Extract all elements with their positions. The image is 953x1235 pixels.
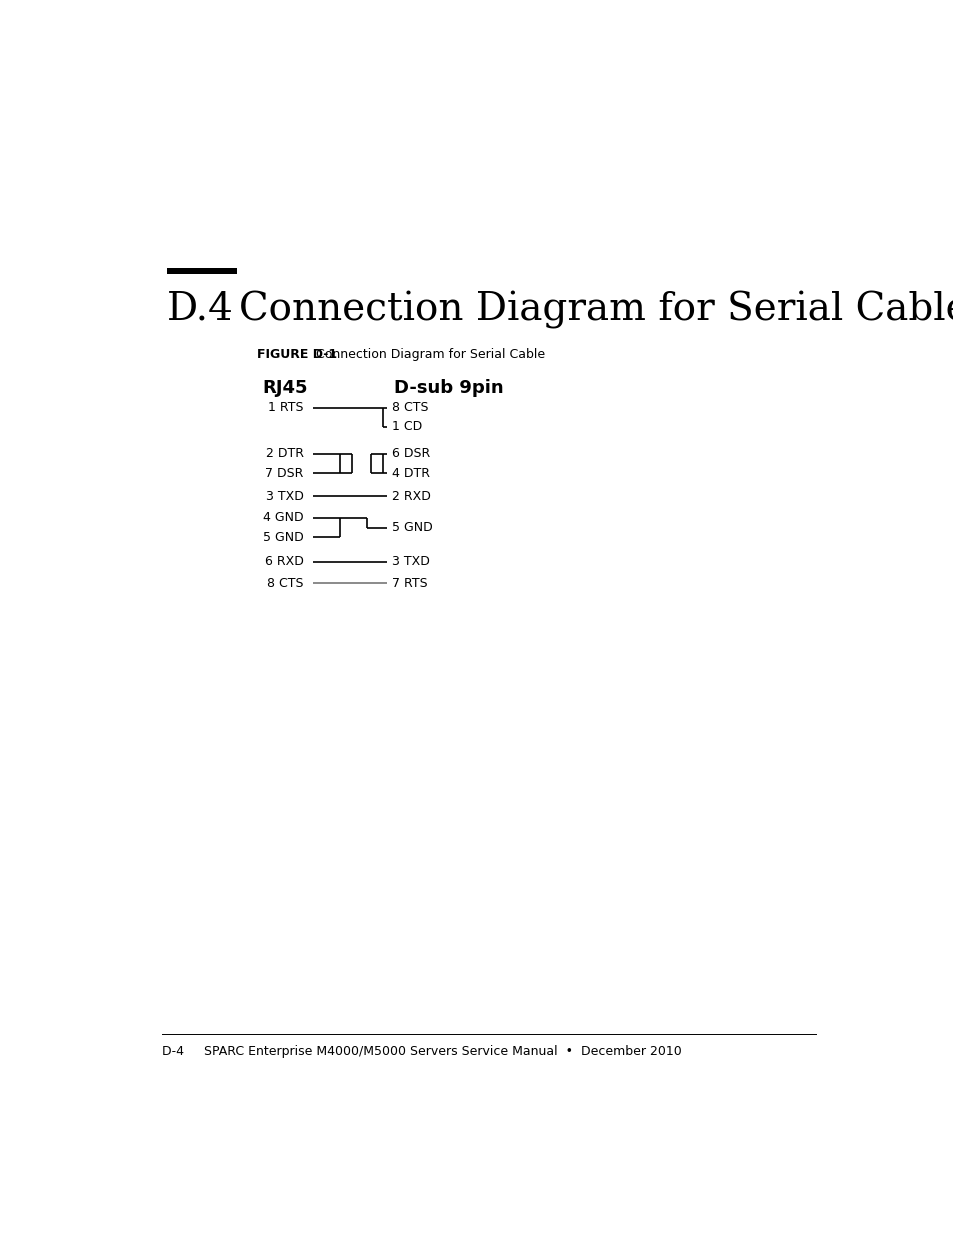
Text: D-4     SPARC Enterprise M4000/M5000 Servers Service Manual  •  December 2010: D-4 SPARC Enterprise M4000/M5000 Servers… [162, 1045, 680, 1058]
Text: 1 CD: 1 CD [392, 420, 422, 433]
Text: 2 DTR: 2 DTR [266, 447, 303, 461]
Text: FIGURE D-1: FIGURE D-1 [257, 348, 337, 362]
Text: RJ45: RJ45 [262, 379, 308, 398]
Text: Connection Diagram for Serial Cable: Connection Diagram for Serial Cable [307, 348, 544, 362]
Text: 6 RXD: 6 RXD [265, 556, 303, 568]
Text: D.4: D.4 [167, 290, 233, 327]
Text: 1 RTS: 1 RTS [268, 401, 303, 414]
Text: 8 CTS: 8 CTS [267, 577, 303, 590]
Text: Connection Diagram for Serial Cable: Connection Diagram for Serial Cable [238, 290, 953, 329]
Bar [167, 268, 236, 274]
Text: 3 TXD: 3 TXD [392, 556, 430, 568]
Text: 3 TXD: 3 TXD [266, 490, 303, 503]
Text: 5 GND: 5 GND [263, 531, 303, 543]
Text: 7 DSR: 7 DSR [265, 467, 303, 479]
Text: 2 RXD: 2 RXD [392, 490, 431, 503]
Text: D-sub 9pin: D-sub 9pin [394, 379, 503, 398]
Text: 7 RTS: 7 RTS [392, 577, 427, 590]
Text: 4 DTR: 4 DTR [392, 467, 430, 479]
Text: 8 CTS: 8 CTS [392, 401, 428, 414]
Text: 5 GND: 5 GND [392, 521, 433, 535]
Text: 6 DSR: 6 DSR [392, 447, 430, 461]
Text: 4 GND: 4 GND [263, 511, 303, 525]
